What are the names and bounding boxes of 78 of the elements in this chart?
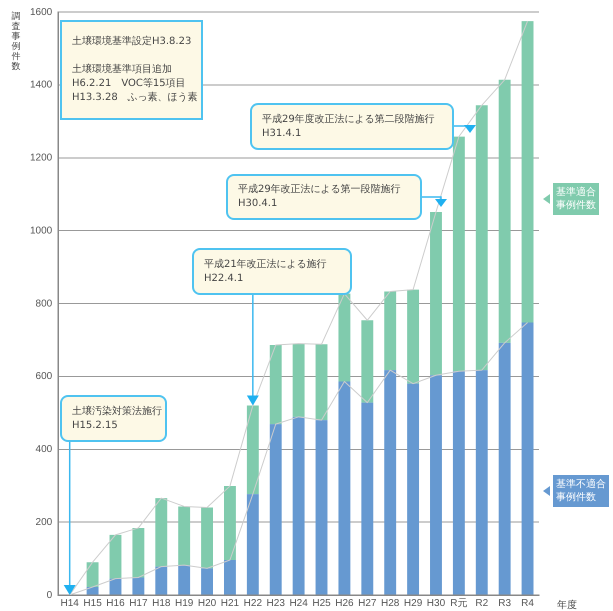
x-tick-label: H28 <box>381 598 400 609</box>
bar <box>270 345 282 424</box>
bar <box>407 290 420 384</box>
y-tick-label: 200 <box>36 516 53 528</box>
text-box: 平成29年度改正法による第二段階施行 H31.4.1 <box>250 103 454 150</box>
bar <box>110 578 122 594</box>
y-tick-label: 800 <box>36 298 53 310</box>
y-tick-label: 1200 <box>30 152 53 164</box>
bar <box>522 322 534 594</box>
bar <box>476 370 488 594</box>
bar <box>224 486 236 560</box>
y-tick-label: 1400 <box>30 80 53 91</box>
x-tick-label: H19 <box>174 598 194 609</box>
bar <box>316 420 328 594</box>
y-tick-label: 400 <box>36 444 53 455</box>
bar <box>476 105 488 370</box>
bar <box>292 344 305 417</box>
x-tick-label: H29 <box>404 598 423 609</box>
bar <box>270 424 282 594</box>
y-tick-label: 1600 <box>30 6 53 18</box>
x-tick-label: H20 <box>198 598 217 609</box>
bar <box>292 416 305 594</box>
bar <box>224 560 236 594</box>
bar <box>110 534 122 579</box>
bar <box>201 568 214 594</box>
x-tick-label: H21 <box>220 598 240 609</box>
x-tick-label: H25 <box>312 598 332 609</box>
bar <box>86 586 99 594</box>
text-box: 平成29年改正法による第一段階施行 H30.4.1 <box>226 174 422 220</box>
x-tick-label: H18 <box>152 598 171 609</box>
bar <box>155 498 168 567</box>
bar <box>452 371 465 594</box>
y-tick-label: 0 <box>46 590 53 601</box>
bar <box>452 136 465 372</box>
bar <box>338 294 350 382</box>
x-tick-label: H23 <box>266 598 286 609</box>
x-tick-label: H17 <box>129 598 148 609</box>
bar <box>201 508 214 568</box>
x-tick-label: H15 <box>83 598 102 609</box>
x-tick-label: H27 <box>358 598 377 609</box>
y-tick-label: 600 <box>36 371 53 382</box>
x-tick-label: R4 <box>521 598 534 609</box>
bar <box>132 578 144 594</box>
bar <box>338 381 350 594</box>
legend-label: 基準適合事例件数 <box>553 183 599 215</box>
bar <box>384 291 396 370</box>
bar <box>430 212 442 376</box>
text-box: 平成21年改正法による施行 H22.4.1 <box>192 248 352 295</box>
bar <box>407 384 420 594</box>
bar <box>498 342 511 594</box>
bar <box>132 528 144 578</box>
bar <box>384 370 396 594</box>
y-tick-label: 1000 <box>30 225 53 236</box>
x-tick-label: H26 <box>335 598 354 609</box>
bar <box>498 80 511 343</box>
bar <box>361 320 374 403</box>
x-tick-label: R元 <box>450 598 468 609</box>
x-tick-label: H22 <box>244 598 262 609</box>
bar <box>155 566 168 594</box>
bar <box>430 375 442 594</box>
bar <box>246 494 259 594</box>
bar <box>86 562 99 587</box>
bar <box>361 402 374 594</box>
text-box: 土壌環境基準設定H3.8.23 土壌環境基準項目追加 H6.2.21 VOC等15項目 H13.3.28 ふっ素、ほう素 <box>60 20 203 120</box>
bar <box>178 565 190 594</box>
bar <box>316 344 328 420</box>
y-axis-title: 調査事例件数 <box>12 10 20 72</box>
x-tick-label: H16 <box>106 598 126 609</box>
x-tick-label: H14 <box>60 598 80 609</box>
x-tick-label: H24 <box>289 598 308 609</box>
legend-label: 基準不適合事例件数 <box>553 475 609 507</box>
x-tick-label: H30 <box>426 598 446 609</box>
x-axis-title: 年度 <box>557 598 577 611</box>
x-tick-label: R2 <box>475 598 489 609</box>
bar <box>522 21 534 322</box>
x-tick-label: R3 <box>498 598 512 609</box>
text-box: 土壌汚染対策法施行 H15.2.15 <box>60 395 167 442</box>
bar <box>178 506 190 566</box>
